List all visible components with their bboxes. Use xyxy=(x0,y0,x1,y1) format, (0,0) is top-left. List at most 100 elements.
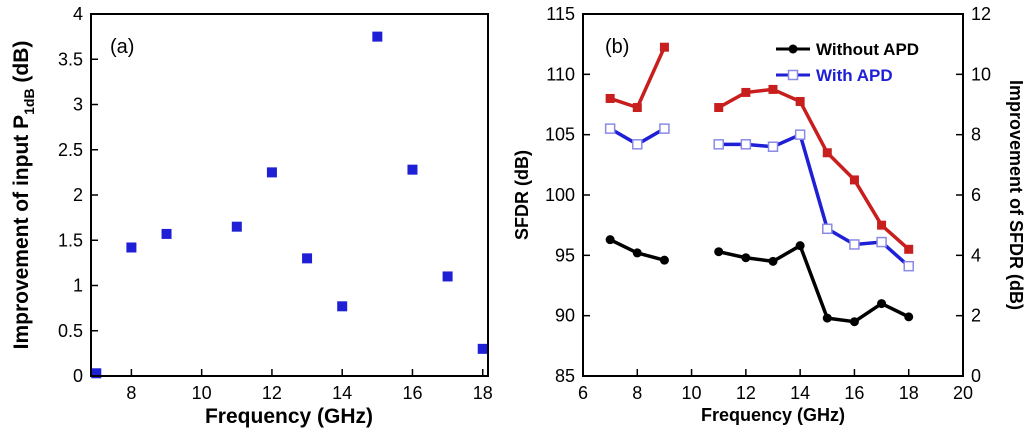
series-0-point-1-1 xyxy=(741,253,751,263)
panel-b-x-axis-title: Frequency (GHz) xyxy=(701,405,845,425)
series-0-point-1-0 xyxy=(714,247,724,257)
right-y-tick-label-b-1: 2 xyxy=(971,306,981,326)
series-2-point-1-4 xyxy=(822,148,832,158)
series-0-point-1-6 xyxy=(877,299,887,309)
data-point-a-10 xyxy=(477,343,488,354)
series-2-point-1-1 xyxy=(741,87,751,97)
x-tick-label-b-2: 10 xyxy=(682,383,702,403)
y-tick-label-a-7: 3.5 xyxy=(58,49,83,69)
y-tick-label-a-1: 0.5 xyxy=(58,321,83,341)
legend-marker-0 xyxy=(788,44,798,54)
series-0-point-0-1 xyxy=(632,248,642,258)
series-0-point-0-2 xyxy=(659,255,669,265)
right-y-tick-label-b-4: 8 xyxy=(971,125,981,145)
right-y-tick-label-b-0: 0 xyxy=(971,366,981,386)
x-tick-label-a-2: 12 xyxy=(262,383,282,403)
series-1-point-1-5 xyxy=(849,239,860,250)
data-point-a-8 xyxy=(407,164,418,175)
panel-b: 6 8 10 12 14 16 18 20 85 90 95 100 105 110 115 0 2 4 6 8 1… xyxy=(512,4,1024,425)
series-1-point-1-0 xyxy=(713,139,724,150)
series-0-point-1-2 xyxy=(768,256,778,266)
panel-b-right-y-ticks: 0 2 4 6 8 10 12 xyxy=(956,4,991,386)
data-point-a-9 xyxy=(442,271,453,282)
panel-a: 8 10 12 14 16 18 0 0.5 1 1.5 2 2.5 3 3.5 4 (a) Freque… xyxy=(10,4,493,428)
panel-a-x-ticks: 8 10 12 14 16 18 xyxy=(126,369,493,403)
series-1-point-1-2 xyxy=(767,141,779,152)
series-2-point-1-0 xyxy=(714,103,724,113)
left-y-tick-label-b-5: 110 xyxy=(546,64,575,84)
series-0-line-segment-1 xyxy=(718,243,910,324)
panel-b-left-y-ticks: 85 90 95 100 105 110 115 xyxy=(545,4,590,386)
series-1-point-0-1 xyxy=(632,139,643,150)
series-0-point-0-0 xyxy=(605,235,615,245)
y-tick-label-a-5: 2.5 xyxy=(58,140,83,160)
x-tick-label-b-7: 20 xyxy=(953,383,973,403)
series-0-point-1-4 xyxy=(822,313,832,323)
data-point-a-2 xyxy=(161,228,172,239)
data-point-a-0 xyxy=(91,368,102,379)
legend-marker-1 xyxy=(787,69,799,81)
data-point-a-7 xyxy=(372,31,383,42)
y-tick-label-a-3: 1.5 xyxy=(58,230,83,250)
series-2-point-0-2 xyxy=(659,42,669,52)
series-2-point-1-5 xyxy=(849,175,859,185)
panel-a-x-axis-title: Frequency (GHz) xyxy=(205,405,373,428)
series-0-point-1-7 xyxy=(904,312,914,322)
series-1-point-0-0 xyxy=(604,123,616,134)
panel-b-label: (b) xyxy=(605,36,629,58)
legend-label-0: Without APD xyxy=(816,40,919,59)
panel-a-y-axis-title: Improvement of input P1dB (dB) xyxy=(10,41,37,350)
panel-b-series xyxy=(604,42,914,327)
x-tick-label-b-4: 14 xyxy=(790,383,810,403)
series-1-point-1-3 xyxy=(794,129,806,140)
series-1-point-0-2 xyxy=(659,123,670,134)
panel-a-y-axis-title-main: Improvement of input P xyxy=(10,115,33,350)
x-tick-label-a-4: 16 xyxy=(402,383,422,403)
series-1-point-1-7 xyxy=(903,260,914,272)
data-point-a-3 xyxy=(231,221,242,232)
left-y-tick-label-b-6: 115 xyxy=(546,4,575,24)
right-y-tick-label-b-2: 4 xyxy=(971,245,981,265)
x-tick-label-b-1: 8 xyxy=(632,383,642,403)
panel-b-legend: Without APD With APD xyxy=(776,40,919,85)
series-1-point-1-6 xyxy=(876,236,887,248)
series-2-point-1-6 xyxy=(877,220,887,230)
series-0-point-1-5 xyxy=(849,317,859,327)
data-point-a-4 xyxy=(266,167,277,178)
data-point-a-5 xyxy=(302,253,313,264)
left-y-tick-label-b-1: 90 xyxy=(555,306,575,326)
panel-a-y-axis-title-subscript: 1dB xyxy=(21,88,37,114)
right-y-tick-label-b-6: 12 xyxy=(971,4,991,24)
y-tick-label-a-2: 1 xyxy=(73,276,83,296)
right-y-tick-label-b-3: 6 xyxy=(971,185,981,205)
right-y-tick-label-b-5: 10 xyxy=(971,64,991,84)
data-point-a-6 xyxy=(337,301,348,312)
series-1-point-1-4 xyxy=(822,223,833,235)
y-tick-label-a-8: 4 xyxy=(73,4,83,24)
series-2-line-segment-1 xyxy=(717,87,910,251)
x-tick-label-a-0: 8 xyxy=(126,383,136,403)
panel-a-data-points xyxy=(91,31,488,379)
panel-a-frame xyxy=(90,13,489,377)
series-2-point-1-2 xyxy=(768,84,778,94)
series-1-point-1-1 xyxy=(740,139,752,150)
x-tick-label-b-5: 16 xyxy=(844,383,864,403)
panel-b-left-y-axis-title: SFDR (dB) xyxy=(512,150,532,240)
x-tick-label-a-3: 14 xyxy=(332,383,352,403)
series-0-point-1-3 xyxy=(795,241,805,251)
panel-b-right-y-axis-title: Improvement of SFDR (dB) xyxy=(1006,80,1024,310)
left-y-tick-label-b-4: 105 xyxy=(545,125,575,145)
y-tick-label-a-6: 3 xyxy=(73,95,83,115)
y-tick-label-a-0: 0 xyxy=(73,366,83,386)
x-tick-label-a-5: 18 xyxy=(473,383,493,403)
left-y-tick-label-b-0: 85 xyxy=(555,366,575,386)
x-tick-label-b-6: 18 xyxy=(899,383,919,403)
series-2-point-1-7 xyxy=(904,244,914,254)
series-2-point-0-0 xyxy=(605,93,615,103)
panel-a-y-axis-title-unit: (dB) xyxy=(10,41,33,89)
series-2-point-1-3 xyxy=(795,96,805,106)
panel-b-x-ticks: 6 8 10 12 14 16 18 20 xyxy=(578,369,973,403)
left-y-tick-label-b-3: 100 xyxy=(545,185,575,205)
panel-a-label: (a) xyxy=(110,36,134,58)
